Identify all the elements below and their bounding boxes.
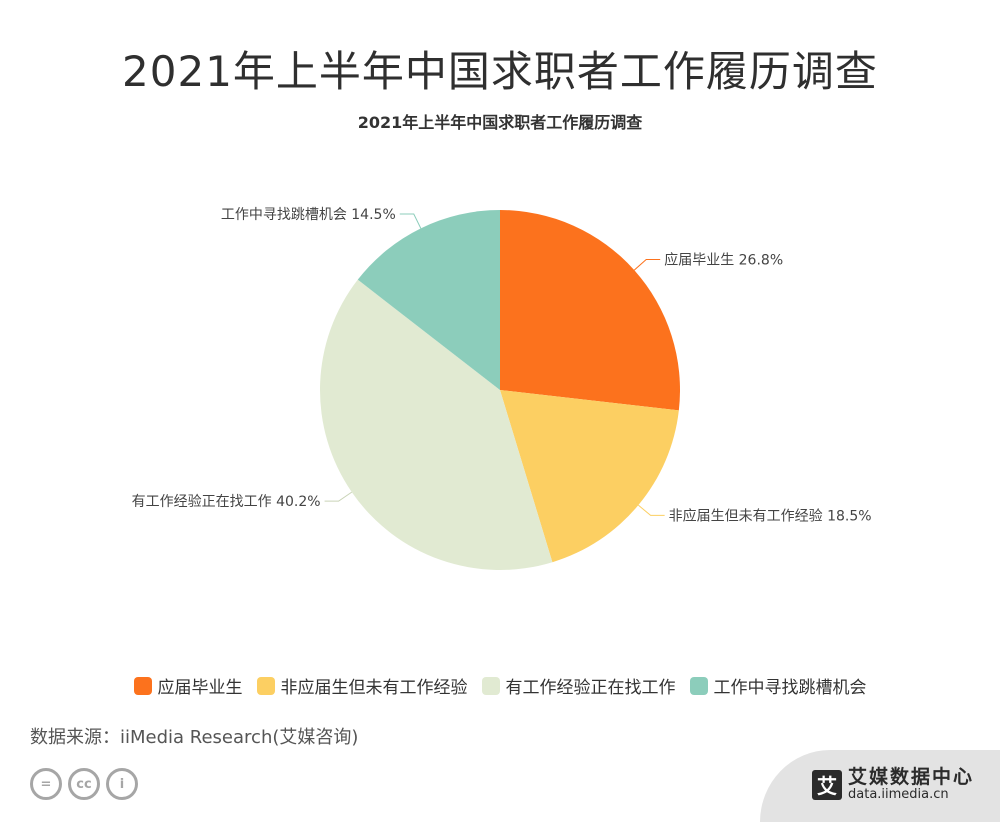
brand-url: data.iimedia.cn xyxy=(848,786,949,802)
pie-slice xyxy=(500,210,680,411)
pie-slice xyxy=(357,210,500,390)
pie-slice xyxy=(500,390,679,563)
slice-label: 有工作经验正在找工作 40.2% xyxy=(132,494,321,510)
leader-line xyxy=(633,258,661,271)
brand-logo: 艾 xyxy=(812,769,842,800)
person-icon: i xyxy=(106,768,138,800)
legend-label: 有工作经验正在找工作 xyxy=(505,678,676,698)
legend-swatch xyxy=(689,676,708,695)
page-title: 2021年上半年中国求职者工作履历调查 xyxy=(122,47,878,96)
legend-label: 非应届生但未有工作经验 xyxy=(280,678,468,698)
brand-name: 艾媒数据中心 xyxy=(848,766,975,788)
legend-item[interactable]: 工作中寻找跳槽机会 xyxy=(689,673,867,698)
pie-slice xyxy=(319,279,553,571)
legend-swatch xyxy=(133,676,152,695)
legend-label: 工作中寻找跳槽机会 xyxy=(713,678,867,698)
leader-line xyxy=(324,491,353,502)
legend-swatch xyxy=(481,676,500,695)
brand: 艾 艾媒数据中心 data.iimedia.cn xyxy=(812,766,975,802)
legend-item[interactable]: 应届毕业生 xyxy=(133,673,243,698)
legend-item[interactable]: 有工作经验正在找工作 xyxy=(481,673,676,698)
legend-label: 应届毕业生 xyxy=(157,678,243,698)
leader-line xyxy=(638,504,665,516)
leader-line xyxy=(399,213,422,229)
footer-band xyxy=(760,750,1000,822)
license-icons: = cc i xyxy=(30,768,138,800)
cc-icon: cc xyxy=(68,768,100,800)
slice-label: 应届毕业生 26.8% xyxy=(664,251,783,268)
chart-title: 2021年上半年中国求职者工作履历调查 xyxy=(357,113,643,132)
legend-item[interactable]: 非应届生但未有工作经验 xyxy=(256,673,468,698)
equals-icon: = xyxy=(30,768,62,800)
legend-swatch xyxy=(256,676,275,695)
legend: 应届毕业生 非应届生但未有工作经验 有工作经验正在找工作 工作中寻找跳槽机会 xyxy=(0,673,1000,698)
slice-label: 工作中寻找跳槽机会 14.5% xyxy=(221,207,396,223)
slice-label: 非应届生但未有工作经验 18.5% xyxy=(669,507,872,524)
source-note: 数据来源：iiMedia Research(艾媒咨询) xyxy=(30,727,359,748)
